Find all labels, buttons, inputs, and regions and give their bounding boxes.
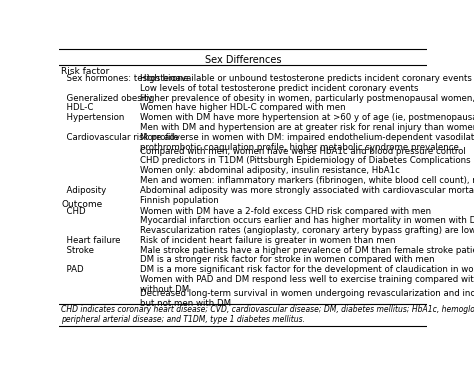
Text: Risk factor: Risk factor (61, 67, 109, 76)
Text: Higher prevalence of obesity in women, particularly postmenopausal women, than m: Higher prevalence of obesity in women, p… (140, 94, 474, 103)
Text: Compared with men, women have worse HbA1c and blood pressure control: Compared with men, women have worse HbA1… (140, 147, 466, 155)
Text: Men with DM and hypertension are at greater risk for renal injury than women (pe: Men with DM and hypertension are at grea… (140, 123, 474, 132)
Text: Myocardial infarction occurs earlier and has higher mortality in women with DM c: Myocardial infarction occurs earlier and… (140, 216, 474, 226)
Text: Men and women: inflammatory markers (fibrinogen, white blood cell count), microa: Men and women: inflammatory markers (fib… (140, 176, 474, 185)
Text: Cardiovascular risk profile: Cardiovascular risk profile (61, 132, 179, 142)
Text: DM is a stronger risk factor for stroke in women compared with men: DM is a stronger risk factor for stroke … (140, 255, 435, 264)
Text: Male stroke patients have a higher prevalence of DM than female stroke patients: Male stroke patients have a higher preva… (140, 246, 474, 255)
Text: CHD indicates coronary heart disease; CVD, cardiovascular disease; DM, diabetes : CHD indicates coronary heart disease; CV… (61, 305, 474, 325)
Text: High bioavailable or unbound testosterone predicts incident coronary events: High bioavailable or unbound testosteron… (140, 74, 472, 83)
Text: Abdominal adiposity was more strongly associated with cardiovascular mortality i: Abdominal adiposity was more strongly as… (140, 186, 474, 205)
Text: Women with PAD and DM respond less well to exercise training compared with women: Women with PAD and DM respond less well … (140, 275, 474, 294)
Text: Hypertension: Hypertension (61, 113, 125, 122)
Text: Sex hormones: testosterone: Sex hormones: testosterone (61, 74, 189, 83)
Text: Low levels of total testosterone predict incident coronary events: Low levels of total testosterone predict… (140, 84, 419, 93)
Text: Adiposity: Adiposity (61, 186, 106, 194)
Text: Outcome: Outcome (61, 200, 102, 209)
Text: CHD predictors in T1DM (Pittsburgh Epidemiology of Diabetes Complications Study): CHD predictors in T1DM (Pittsburgh Epide… (140, 156, 474, 165)
Text: Women have higher HDL-C compared with men: Women have higher HDL-C compared with me… (140, 104, 346, 112)
Text: DM is a more significant risk factor for the development of claudication in wome: DM is a more significant risk factor for… (140, 265, 474, 274)
Text: CHD: CHD (61, 207, 86, 216)
Text: HDL-C: HDL-C (61, 104, 93, 112)
Text: PAD: PAD (61, 265, 84, 274)
Text: Generalized obesity: Generalized obesity (61, 94, 153, 103)
Text: Women only: abdominal adiposity, insulin resistance, HbA1c: Women only: abdominal adiposity, insulin… (140, 166, 400, 175)
Text: Stroke: Stroke (61, 246, 94, 255)
Text: Decreased long-term survival in women undergoing revascularization and increased: Decreased long-term survival in women un… (140, 289, 474, 308)
Text: Women with DM have a 2-fold excess CHD risk compared with men: Women with DM have a 2-fold excess CHD r… (140, 207, 431, 216)
Text: Sex Differences: Sex Differences (205, 55, 281, 65)
Text: Women with DM have more hypertension at >60 y of age (ie, postmenopausal): Women with DM have more hypertension at … (140, 113, 474, 122)
Text: More adverse in women with DM: impaired endothelium-dependent vasodilation, wors: More adverse in women with DM: impaired … (140, 132, 474, 152)
Text: Risk of incident heart failure is greater in women than men: Risk of incident heart failure is greate… (140, 236, 396, 245)
Text: Revascularization rates (angioplasty, coronary artery bypass grafting) are lower: Revascularization rates (angioplasty, co… (140, 226, 474, 235)
Text: Heart failure: Heart failure (61, 236, 120, 245)
